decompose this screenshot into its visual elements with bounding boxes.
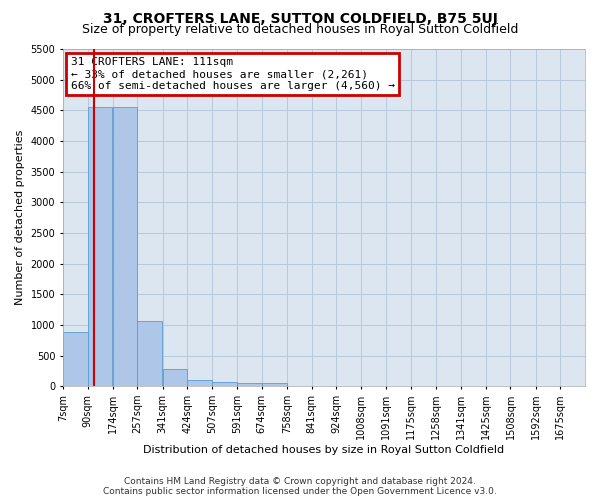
Text: 31, CROFTERS LANE, SUTTON COLDFIELD, B75 5UJ: 31, CROFTERS LANE, SUTTON COLDFIELD, B75… [103,12,497,26]
Bar [63,332,88,386]
Text: Size of property relative to detached houses in Royal Sutton Coldfield: Size of property relative to detached ho… [82,22,518,36]
Bar [163,368,187,386]
Bar [113,106,137,386]
Text: Contains HM Land Registry data © Crown copyright and database right 2024.
Contai: Contains HM Land Registry data © Crown c… [103,476,497,496]
Bar [137,322,162,386]
Bar [187,380,212,386]
Bar [212,382,237,386]
Bar [262,382,287,386]
X-axis label: Distribution of detached houses by size in Royal Sutton Coldfield: Distribution of detached houses by size … [143,445,505,455]
Y-axis label: Number of detached properties: Number of detached properties [15,130,25,306]
Text: 31 CROFTERS LANE: 111sqm
← 33% of detached houses are smaller (2,261)
66% of sem: 31 CROFTERS LANE: 111sqm ← 33% of detach… [71,58,395,90]
Bar [237,382,262,386]
Bar [88,106,112,386]
